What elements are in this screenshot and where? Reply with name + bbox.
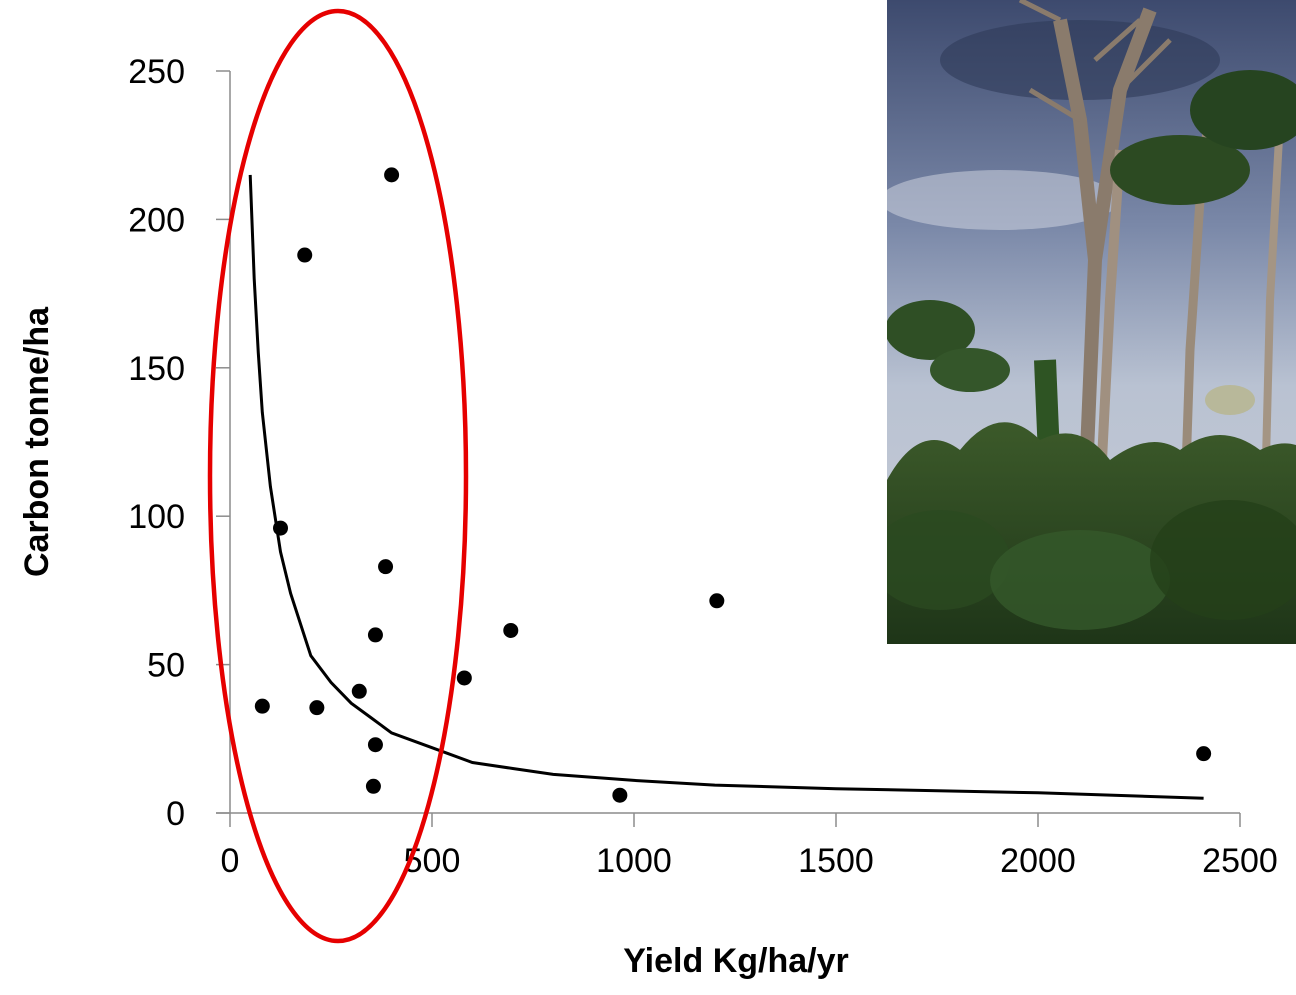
data-point (456, 670, 472, 686)
data-point (378, 559, 394, 575)
x-tick-label: 1000 (596, 842, 672, 880)
data-point (367, 737, 383, 753)
data-point (273, 520, 288, 536)
axes (216, 70, 1241, 827)
data-point (709, 593, 725, 609)
data-point (309, 700, 325, 716)
y-tick-label: 50 (147, 647, 185, 685)
y-tick-label: 0 (166, 795, 185, 833)
data-points (254, 167, 1212, 803)
data-point (297, 247, 313, 263)
x-tick-label: 2500 (1202, 842, 1278, 880)
x-tick-label: 1500 (798, 842, 874, 880)
data-point (254, 698, 270, 714)
x-axis-title: Yield Kg/ha/yr (623, 942, 848, 980)
data-point (351, 683, 367, 699)
y-tick-label: 250 (128, 53, 185, 91)
data-point (503, 622, 519, 638)
data-point (384, 167, 400, 183)
data-point (365, 778, 381, 794)
y-tick-label: 150 (128, 350, 185, 388)
trend-line (248, 174, 1204, 800)
y-tick-label: 100 (128, 498, 185, 536)
highlight-ellipse (207, 8, 469, 944)
x-tick-label: 2000 (1000, 842, 1076, 880)
data-point (1196, 746, 1212, 762)
x-tick-label: 0 (221, 842, 240, 880)
y-tick-label: 200 (128, 201, 185, 239)
data-point (612, 787, 628, 803)
y-axis-title: Carbon tonne/ha (18, 306, 56, 577)
data-point (367, 627, 383, 643)
forest-photo (887, 0, 1296, 644)
